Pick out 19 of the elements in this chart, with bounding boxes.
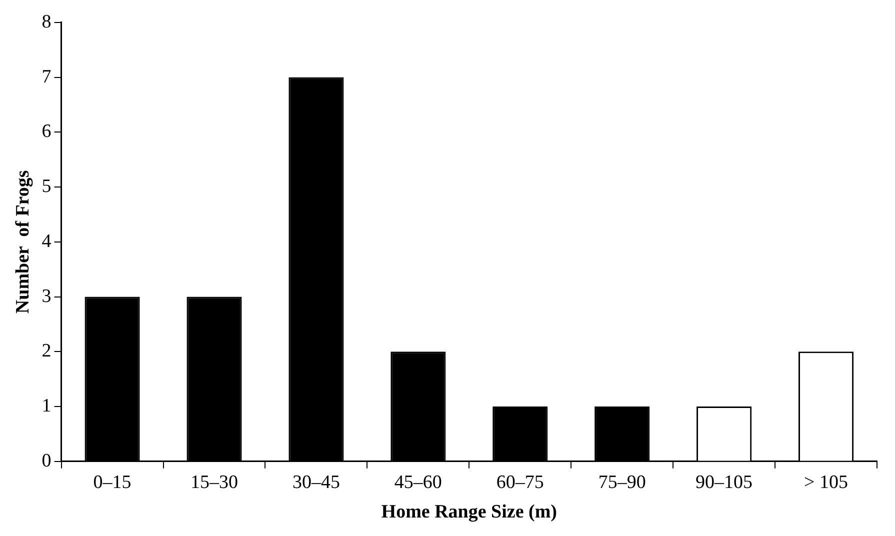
x-tick-label: 45–60 xyxy=(394,472,442,493)
y-axis-title: Number of Frogs xyxy=(12,170,34,314)
y-tick-label: 7 xyxy=(42,66,52,88)
x-axis-title: Home Range Size (m) xyxy=(381,502,558,523)
x-tick-label: 15–30 xyxy=(190,472,238,493)
y-tick-label: 0 xyxy=(42,450,52,472)
y-tick-label: 8 xyxy=(42,11,52,32)
x-tick-label: 75–90 xyxy=(598,472,646,493)
y-tick-label: 5 xyxy=(42,176,52,198)
y-tick-label: 3 xyxy=(42,286,52,307)
y-tick-label: 4 xyxy=(42,230,52,252)
x-tick-label: > 105 xyxy=(804,472,848,493)
x-tick-label: 0–15 xyxy=(93,472,132,493)
x-tick-label: 30–45 xyxy=(292,472,340,493)
y-tick-label: 6 xyxy=(42,121,52,142)
y-tick-label: 1 xyxy=(42,396,52,417)
x-tick-label: 60–75 xyxy=(496,472,544,493)
x-tick-label: 90–105 xyxy=(696,472,753,493)
y-tick-label: 2 xyxy=(42,340,52,362)
